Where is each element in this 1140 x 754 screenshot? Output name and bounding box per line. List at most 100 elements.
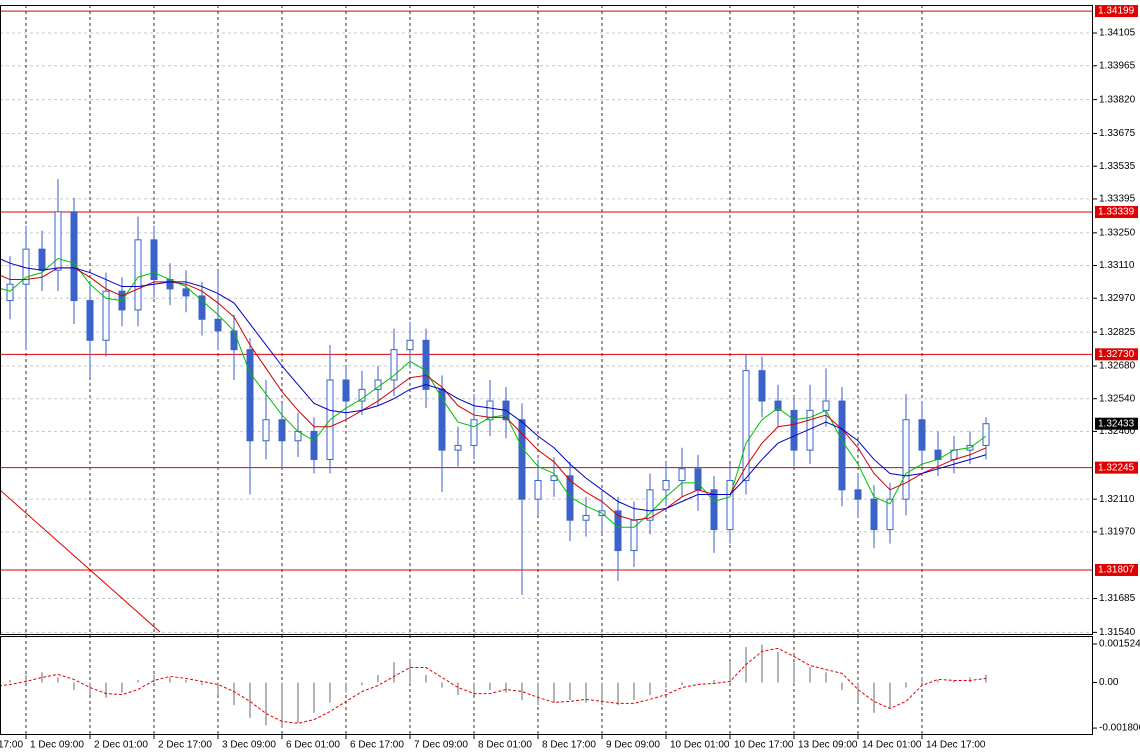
y-tick-label: 1.32540	[1099, 393, 1136, 404]
histogram-bar	[953, 679, 955, 683]
histogram-bar	[713, 679, 715, 683]
y-tick-label: 1.33110	[1099, 260, 1135, 271]
histogram-bar	[41, 672, 43, 683]
histogram-bar	[345, 682, 347, 693]
histogram-bar	[441, 682, 443, 688]
histogram-bar	[73, 682, 75, 691]
x-tick-label: 10 Dec 17:00	[734, 740, 794, 751]
candle-body	[230, 330, 238, 351]
y-tick-label: 1.31685	[1099, 593, 1136, 604]
histogram-bar	[633, 682, 635, 701]
histogram-bar	[793, 662, 795, 683]
x-tick-label: 3 Dec 09:00	[222, 740, 276, 751]
y-tick-label: 1.33535	[1099, 161, 1136, 172]
y-tick-label: -0.001806	[1099, 723, 1140, 734]
level-tag	[1095, 461, 1138, 474]
histogram-bar	[857, 682, 859, 703]
x-tick-label: 14 Dec 17:00	[926, 740, 986, 751]
histogram-bar	[313, 682, 315, 713]
histogram-bar	[841, 682, 843, 691]
histogram-bar	[569, 682, 571, 701]
candle-body	[710, 489, 718, 531]
histogram-bar	[585, 682, 587, 703]
candle-body	[278, 419, 286, 442]
candle-body	[662, 479, 670, 491]
y-tick-label: 1.32825	[1099, 327, 1136, 338]
candle-body	[854, 489, 862, 500]
histogram-bar	[761, 644, 763, 683]
histogram-bar	[457, 682, 459, 696]
level-label: 1.33339	[1098, 207, 1135, 218]
candle-body	[518, 419, 526, 500]
candle-body	[646, 489, 654, 521]
x-tick-label: 14 Dec 01:00	[862, 740, 922, 751]
x-tick-label: 6 Dec 01:00	[286, 740, 340, 751]
moving-average	[0, 267, 987, 521]
level-tag	[1095, 348, 1138, 361]
histogram-bar	[873, 682, 875, 713]
histogram-bar	[217, 682, 219, 696]
candle-body	[134, 239, 142, 311]
x-tick-label: 1 Dec 09:00	[30, 740, 84, 751]
candle-body	[454, 444, 462, 451]
x-tick-label: 13 Dec 09:00	[798, 740, 858, 751]
candle-body	[70, 211, 78, 302]
histogram-bar	[681, 682, 683, 685]
candle-body	[214, 318, 222, 332]
level-label: 1.34199	[1098, 6, 1135, 17]
y-tick-label: 1.33250	[1099, 227, 1136, 238]
histogram-bar	[329, 682, 331, 703]
histogram-bar	[201, 682, 203, 685]
histogram-bar	[505, 682, 507, 693]
histogram-bar	[665, 682, 667, 688]
candle-body	[870, 498, 878, 531]
level-tag	[1095, 5, 1138, 18]
histogram-bar	[969, 677, 971, 683]
histogram-bar	[905, 682, 907, 688]
histogram-bar	[617, 682, 619, 706]
y-tick-label: 1.33395	[1099, 194, 1136, 205]
y-tick-label: 1.32110	[1099, 494, 1135, 505]
histogram-bar	[25, 674, 27, 683]
histogram-bar	[697, 682, 699, 683]
level-label: 1.32245	[1098, 462, 1135, 473]
histogram-bar	[537, 682, 539, 706]
axis-area: 1.34105 1.33965 1.33820 1.33675 1.33535 1.333…	[0, 5, 1140, 751]
price-tag	[1095, 417, 1138, 430]
x-tick-label: 10 Dec 01:00	[670, 740, 730, 751]
histogram-bar	[89, 682, 91, 696]
histogram-bar	[921, 677, 923, 683]
y-tick-label: 1.32680	[1099, 361, 1136, 372]
histogram-bar	[361, 682, 363, 685]
plot-area	[0, 5, 1093, 735]
histogram-bar	[185, 679, 187, 683]
candle-body	[310, 430, 318, 460]
histogram-bar	[553, 682, 555, 703]
level-tag	[1095, 206, 1138, 219]
candle-body	[406, 339, 414, 351]
trend-line	[0, 489, 161, 633]
price-label: 1.32433	[1098, 418, 1135, 429]
histogram-bar	[473, 682, 475, 696]
histogram-bar	[121, 682, 123, 693]
candle-body	[422, 339, 430, 390]
candle-body	[726, 479, 734, 531]
signal-line	[0, 647, 987, 724]
x-tick-label: 6 Dec 17:00	[350, 740, 404, 751]
candle-body	[262, 419, 270, 442]
candle-body	[822, 400, 830, 411]
candle-body	[534, 479, 542, 500]
x-tick-label: 2 Dec 01:00	[94, 740, 148, 751]
candle-body	[614, 510, 622, 552]
candle-body	[774, 400, 782, 411]
candle-body	[102, 290, 110, 341]
candle-body	[790, 409, 798, 451]
x-tick-label: 8 Dec 17:00	[542, 740, 596, 751]
x-tick-label: 8 Dec 01:00	[478, 740, 532, 751]
candle-body	[198, 295, 206, 320]
y-tick-label: 1.33965	[1099, 60, 1136, 71]
histogram-bar	[601, 682, 603, 706]
level-label: 1.32730	[1098, 349, 1135, 360]
